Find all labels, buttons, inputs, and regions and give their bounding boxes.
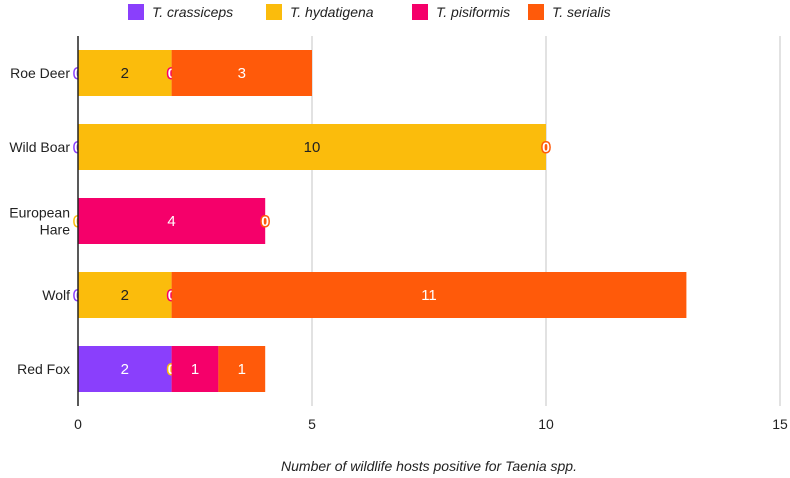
legend-swatch <box>412 4 428 20</box>
y-tick-label-european-hare: European Hare <box>9 205 70 238</box>
data-label-red-fox-t-pisiformis: 1 <box>191 361 199 378</box>
data-label-european-hare-t-serialis: 0 <box>261 213 269 229</box>
y-axis-labels: Roe Deer Wild Boar European Hare Wolf Red Fox <box>9 65 70 377</box>
bar-roe-deer-t-serialis <box>171 50 312 96</box>
bar-wolf-t-hydatigena <box>78 272 172 318</box>
legend-item-t-crassiceps: T. crassiceps <box>128 4 233 20</box>
legend-label: T. pisiformis <box>436 4 510 20</box>
data-label-red-fox-t-serialis: 1 <box>238 361 246 378</box>
data-label-roe-deer-t-hydatigena: 2 <box>121 65 129 82</box>
bar-wolf-t-serialis <box>171 272 687 318</box>
gridlines <box>311 36 781 406</box>
x-axis-ticks: 0 5 10 15 <box>74 416 788 432</box>
data-label-wild-boar-t-serialis: 0 <box>542 139 550 155</box>
y-tick-label-wild-boar: Wild Boar <box>9 139 70 155</box>
legend-swatch <box>128 4 144 20</box>
legend-item-t-serialis: T. serialis <box>528 4 611 20</box>
legend-label: T. crassiceps <box>152 4 233 20</box>
legend-swatch <box>528 4 544 20</box>
x-tick-label-0: 0 <box>74 416 82 432</box>
legend-label: T. serialis <box>552 4 611 20</box>
legend-label: T. hydatigena <box>290 4 374 20</box>
data-label-wolf-t-serialis: 11 <box>421 287 437 304</box>
data-label-wild-boar-t-hydatigena: 10 <box>304 139 321 156</box>
bars: 02030100040020112011 <box>73 50 687 392</box>
bar-red-fox-t-serialis <box>218 346 266 392</box>
legend-swatch <box>266 4 282 20</box>
y-tick-label-red-fox: Red Fox <box>17 361 70 377</box>
legend: T. crassiceps T. hydatigena T. pisiformis T… <box>128 4 611 20</box>
data-label-european-hare-t-pisiformis: 4 <box>167 213 175 230</box>
legend-item-t-hydatigena: T. hydatigena <box>266 4 374 20</box>
x-axis-label: Number of wildlife hosts positive for Ta… <box>281 458 577 474</box>
bar-red-fox-t-pisiformis <box>171 346 219 392</box>
bar-european-hare-t-pisiformis <box>78 198 266 244</box>
y-tick-label-roe-deer: Roe Deer <box>10 65 70 81</box>
x-tick-label-15: 15 <box>772 416 788 432</box>
bar-roe-deer-t-hydatigena <box>78 50 172 96</box>
y-tick-label-wolf: Wolf <box>42 287 70 303</box>
x-tick-label-10: 10 <box>538 416 554 432</box>
bar-wild-boar-t-hydatigena <box>78 124 546 170</box>
data-label-wolf-t-hydatigena: 2 <box>121 287 129 304</box>
data-label-roe-deer-t-serialis: 3 <box>238 65 246 82</box>
bar-red-fox-t-crassiceps <box>78 346 172 392</box>
x-tick-label-5: 5 <box>308 416 316 432</box>
data-label-red-fox-t-crassiceps: 2 <box>121 361 129 378</box>
legend-item-t-pisiformis: T. pisiformis <box>412 4 510 20</box>
